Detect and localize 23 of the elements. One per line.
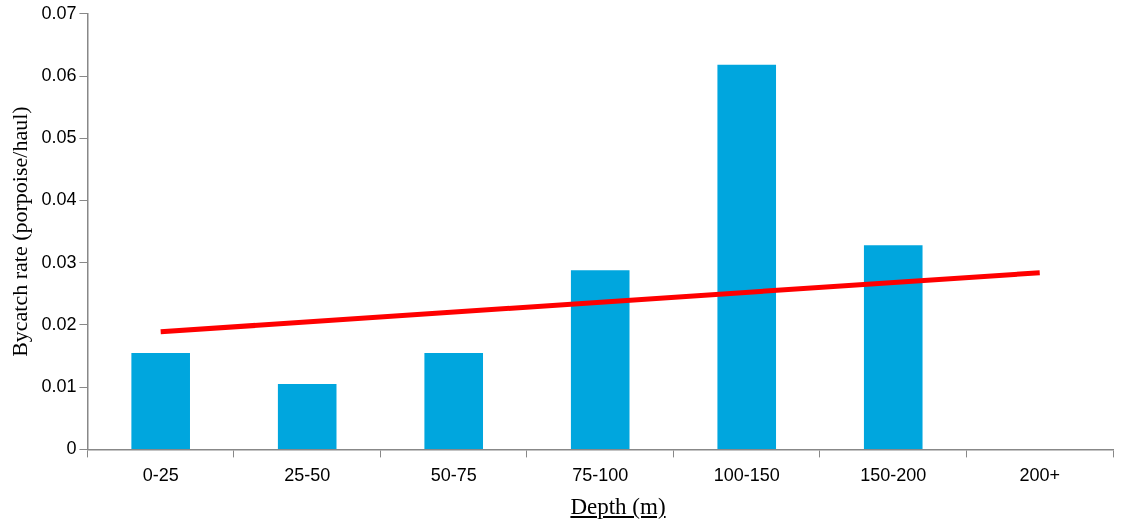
- y-tick-label: 0.05: [41, 127, 77, 148]
- bar: [863, 245, 923, 449]
- bar: [717, 64, 777, 449]
- x-tick-label: 200+: [1019, 465, 1061, 486]
- y-tick-label: 0.04: [41, 189, 77, 210]
- bar: [424, 352, 484, 449]
- x-axis-title: Depth (m): [569, 494, 666, 519]
- y-tick-label: 0.01: [41, 376, 77, 397]
- x-tick-label: 25-50: [284, 465, 331, 486]
- y-tick-label: 0.07: [41, 2, 77, 23]
- x-tick-label: 75-100: [572, 465, 629, 486]
- bar: [570, 270, 630, 449]
- x-tick-label: 100-150: [713, 465, 780, 486]
- y-tick-label: 0.06: [41, 65, 77, 85]
- bar: [131, 352, 190, 449]
- y-tick-label: 0.03: [41, 251, 77, 272]
- y-tick-label: 0: [66, 438, 77, 459]
- bar: [277, 384, 337, 449]
- x-tick-label: 150-200: [860, 465, 927, 486]
- x-tick-label: 0-25: [142, 465, 179, 486]
- x-tick-label: 50-75: [430, 465, 477, 486]
- y-axis-title: Bycatch rate (porpoise/haul): [6, 106, 32, 357]
- y-tick-label: 0.02: [41, 313, 77, 334]
